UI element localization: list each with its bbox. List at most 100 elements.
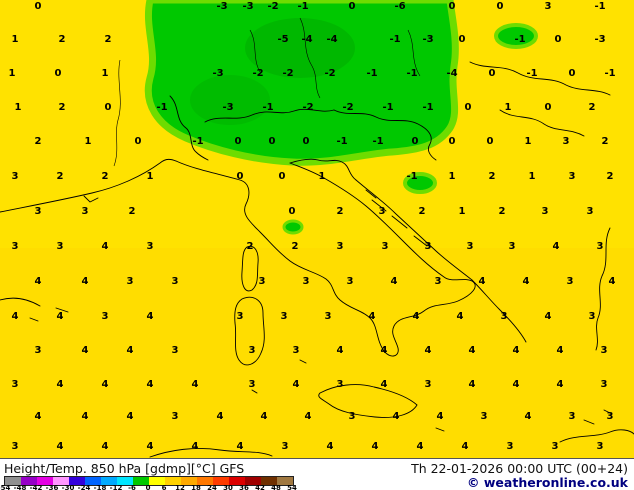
temp-value: 3 <box>378 206 386 217</box>
temp-value: 0 <box>236 171 244 182</box>
temp-value: -2 <box>267 1 279 12</box>
temp-value: -2 <box>282 68 294 79</box>
temp-value: 4 <box>336 345 344 356</box>
temp-value: 2 <box>418 206 426 217</box>
temp-value: 3 <box>171 411 179 422</box>
legend-color-segment <box>53 477 69 485</box>
border-balkans-inner <box>499 109 585 137</box>
temp-value: -1 <box>422 102 434 113</box>
temp-value: 1 <box>14 102 22 113</box>
temp-value: 2 <box>56 171 64 182</box>
legend-tick-label: 36 <box>239 484 249 490</box>
temp-value: 1 <box>318 171 326 182</box>
temp-value: -4 <box>326 34 338 45</box>
green-patch-ne <box>494 23 538 49</box>
river-rhone <box>113 59 121 167</box>
temp-value: 3 <box>508 241 516 252</box>
temp-value: 4 <box>468 345 476 356</box>
temp-value: -2 <box>342 102 354 113</box>
temp-value: 4 <box>392 411 400 422</box>
legend-tick-label: 12 <box>175 484 185 490</box>
legend-color-segment <box>213 477 229 485</box>
temp-value: 4 <box>56 441 64 452</box>
temp-value: 1 <box>524 136 532 147</box>
temp-value: 4 <box>524 411 532 422</box>
legend-tick-label: 54 <box>287 484 297 490</box>
temp-value: -1 <box>406 68 418 79</box>
temp-value: -1 <box>382 102 394 113</box>
coastline-greece <box>559 429 634 443</box>
legend-bar <box>4 476 294 486</box>
legend-color-segment <box>277 477 293 485</box>
temp-value: 3 <box>544 1 552 12</box>
legend-color-segment <box>181 477 197 485</box>
temp-value: 4 <box>424 345 432 356</box>
temp-value: 4 <box>326 441 334 452</box>
temp-value: 3 <box>381 241 389 252</box>
coastline-corsica <box>241 245 259 292</box>
temp-value: 3 <box>34 206 42 217</box>
legend-tick-label: -18 <box>93 484 107 490</box>
coastline-africa <box>149 448 273 458</box>
weather-map-svg <box>0 0 634 458</box>
coastline-albania-east <box>595 227 611 351</box>
temp-value: 3 <box>506 441 514 452</box>
temp-value: -3 <box>222 102 234 113</box>
temp-value: 2 <box>498 206 506 217</box>
legend-tick-label: 30 <box>223 484 233 490</box>
coastline-rhone-delta <box>83 195 99 203</box>
temp-value: 3 <box>81 206 89 217</box>
temp-value: 3 <box>586 206 594 217</box>
temp-value: 4 <box>11 311 19 322</box>
coastline-sicily <box>318 384 418 418</box>
temp-value: 3 <box>126 276 134 287</box>
legend-color-segment <box>21 477 37 485</box>
river-1 <box>299 17 321 99</box>
copyright-link[interactable]: © weatheronline.co.uk <box>467 475 628 490</box>
temp-value: 4 <box>478 276 486 287</box>
temp-value: -1 <box>389 34 401 45</box>
temp-value: 3 <box>596 441 604 452</box>
temp-value: -1 <box>297 1 309 12</box>
temp-value: 0 <box>411 136 419 147</box>
temp-value: 3 <box>568 411 576 422</box>
temp-value: 4 <box>146 311 154 322</box>
temp-value: 0 <box>234 136 242 147</box>
temp-value: 4 <box>56 311 64 322</box>
temp-value: 3 <box>34 345 42 356</box>
temp-value: 3 <box>500 311 508 322</box>
map-background-south <box>0 248 634 458</box>
temp-value: 3 <box>11 241 19 252</box>
legend-tick-label: 42 <box>255 484 265 490</box>
temp-value: 4 <box>412 311 420 322</box>
temp-value: 4 <box>292 379 300 390</box>
legend-ticks: -54-48-42-36-30-24-18-12 -6 0 6 12 18 24 30 36 42… <box>0 484 300 490</box>
temp-value: 4 <box>304 411 312 422</box>
temp-value: -6 <box>394 1 406 12</box>
temp-value: 3 <box>562 136 570 147</box>
temp-value: 3 <box>606 411 614 422</box>
temp-value: 0 <box>464 102 472 113</box>
temp-value: 4 <box>81 276 89 287</box>
temp-value: 3 <box>171 345 179 356</box>
green-temp-core-2 <box>190 75 270 125</box>
temp-value: 4 <box>461 441 469 452</box>
temp-value: 0 <box>458 34 466 45</box>
temp-value: 3 <box>56 241 64 252</box>
temp-value: 3 <box>551 441 559 452</box>
temp-value: 0 <box>448 136 456 147</box>
temp-value: 0 <box>486 136 494 147</box>
temp-value: 3 <box>248 345 256 356</box>
temp-value: 1 <box>448 171 456 182</box>
temp-value: 4 <box>468 379 476 390</box>
temp-value: 2 <box>291 241 299 252</box>
temp-value: 3 <box>302 276 310 287</box>
temp-value: 4 <box>126 345 134 356</box>
temp-value: 4 <box>552 241 560 252</box>
temp-value: 3 <box>346 276 354 287</box>
coastline-north-adriatic <box>289 158 357 181</box>
temp-value: 3 <box>336 241 344 252</box>
temp-value: 4 <box>146 441 154 452</box>
temp-value: 0 <box>134 136 142 147</box>
coastline-greek-islands <box>583 409 613 425</box>
